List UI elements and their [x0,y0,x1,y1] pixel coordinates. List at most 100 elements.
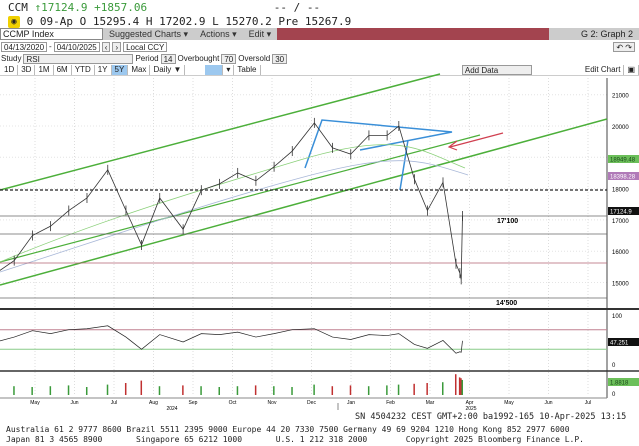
quote-line: CCM ↑17124.9 +1857.06 -- / -- [8,1,320,14]
open-label: O [79,15,87,28]
period-button-1y[interactable]: 1Y [95,65,112,75]
price-tick: 16000 [612,250,629,256]
volume-bar [313,384,315,395]
triangle-pattern [304,119,453,169]
period-button-6m[interactable]: 6M [54,65,72,75]
add-data-input[interactable]: Add Data [461,65,532,75]
ma-purple-label: 18398.28 [610,175,636,181]
year-label: 2024 [166,406,177,412]
ma-green-line [0,144,466,263]
security-input[interactable]: CCMP Index [0,28,103,40]
start-date-input[interactable]: 04/13/2020 [1,41,48,52]
period-button-1d[interactable]: 1D [1,65,19,75]
arrow-line [449,132,504,148]
date: 09-Ap [39,15,73,28]
undo-redo-button[interactable]: ↶ ↷ [613,41,635,52]
study-row: Study RSI Period 14 Overbought 70 Overso… [0,53,639,64]
volume-bar [273,386,275,395]
actions-menu[interactable]: Actions ▾ [200,28,237,39]
volume-bar [291,387,293,395]
end-date-input[interactable]: 04/10/2025 [53,41,100,52]
volume-tick: 0 [612,392,616,398]
volume-bar [331,386,334,395]
table-button[interactable]: Table [234,65,261,75]
channel-lower-line [0,118,608,286]
rsi-line [0,325,463,354]
month-label: Jul [111,400,117,406]
period-button-5y[interactable]: 5Y [111,65,129,75]
suggested-charts-menu[interactable]: Suggested Charts ▾ [109,28,189,39]
breakout-line [399,139,409,191]
volume-label-bg [608,378,639,386]
toolbar-spacer [277,28,549,40]
high: 17202.9 [159,15,206,28]
volume-bar [454,374,457,395]
price-tick: 17000 [612,219,629,225]
channel-upper-line [0,73,441,191]
currency-select[interactable]: Local CCY [123,41,168,52]
volume-bar [441,382,444,395]
period-input[interactable]: 14 [160,53,176,64]
period-button-3d[interactable]: 3D [18,65,36,75]
toolbar: CCMP Index Suggested Charts ▾ Actions ▾ … [0,28,639,40]
rsi-label-bg [608,338,639,346]
level-annotation: 14'500 [496,300,517,307]
month-label: Jun [544,400,552,406]
period-button-ytd[interactable]: YTD [72,65,95,75]
price-tick: 15000 [612,282,629,288]
volume-bar [236,386,239,395]
period-label: Period [135,54,159,63]
volume-bar [67,385,70,395]
rsi-tick: 0 [612,363,616,369]
rsi-tick: 100 [612,314,623,320]
prev-button[interactable]: ‹ [101,41,111,52]
volume-bar [49,386,52,395]
oversold-input[interactable]: 30 [272,53,288,64]
ma-green-label-bg [608,155,639,163]
volume-bar [158,386,161,395]
contact-line: Australia 61 2 9777 8600 Brazil 5511 239… [6,425,570,434]
low: 15270.2 [225,15,272,28]
month-label: Apr [466,400,474,406]
price-change: +1857.06 [94,1,148,14]
pre-label: Pre [278,15,299,28]
month-label: Aug [149,400,158,406]
period-row: 1D 3D 1M 6M YTD 1Y 5Y Max Daily ▼ ▾ Table Add Da… [0,65,639,76]
volume-bar [140,380,143,395]
volume-bar [461,379,463,395]
month-label: Feb [386,400,395,406]
next-button[interactable]: › [112,41,122,52]
period-button-max[interactable]: Max [128,65,151,75]
study-select[interactable]: RSI [23,53,134,64]
dropdown-button[interactable]: ▾ [223,65,235,75]
price-tick: 20000 [612,125,629,131]
month-label: Jul [585,400,591,406]
ma-purple-label-bg [608,172,639,180]
volume-bar [458,377,461,395]
edit-chart-button[interactable]: Edit Chart [582,65,625,75]
copyright-line: Japan 81 3 4565 8900 Singapore 65 6212 1… [6,435,584,444]
bloomberg-icon[interactable]: ◉ [8,16,20,28]
overbought-input[interactable]: 70 [221,53,237,64]
volume-bar [218,387,221,395]
graph-name[interactable]: G 2: Graph 2 [580,29,633,39]
quote-time: -- / -- [273,1,321,14]
study-label: Study [1,54,22,63]
oversold-label: Oversold [238,54,271,63]
ma-blue-line [0,160,469,273]
last-price-label-bg [608,207,639,215]
volume-bar [31,387,33,395]
price-tick: 21000 [612,94,629,100]
period-button-1m[interactable]: 1M [35,65,54,75]
month-label: Nov [268,400,277,406]
volume-bar [460,378,462,395]
color-select[interactable] [205,65,224,75]
channel-mid-line [0,134,481,263]
edit-menu[interactable]: Edit ▾ [248,28,272,39]
volume-bar [106,384,109,395]
pre: 15267.9 [304,15,352,28]
frequency-select[interactable]: Daily ▼ [150,65,186,75]
price-tick: 18000 [612,188,629,194]
last-price-label: 17124.9 [610,210,632,216]
